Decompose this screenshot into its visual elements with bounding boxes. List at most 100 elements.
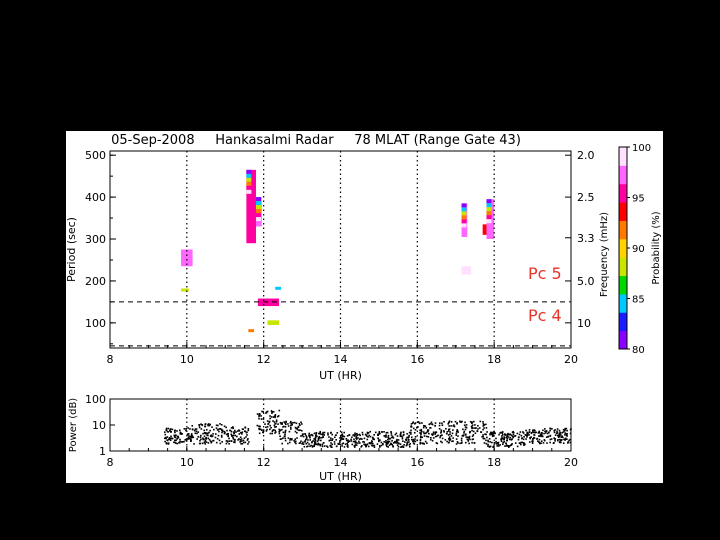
power-point [226,429,228,432]
power-point [224,431,226,434]
power-point [246,439,249,441]
power-point [334,434,337,437]
power-point [434,431,437,434]
power-point [333,443,336,445]
power-point [392,442,395,444]
power-point [431,439,434,442]
power-point [236,430,239,432]
power-point [486,436,488,439]
colorbar-swatch [619,330,627,350]
power-point [346,435,349,437]
power-point [352,440,355,443]
power-point [200,438,202,441]
power-point [192,436,195,439]
power-point [466,438,469,441]
power-point [185,429,187,432]
power-point [185,440,188,442]
power-point [291,423,294,426]
power-point [330,431,332,434]
power-point [353,446,356,448]
power-point [435,435,438,438]
colorbar-tick-label: 85 [632,295,645,306]
power-point [443,429,445,432]
power-point [399,435,402,438]
power-point [569,438,571,441]
band-label: Pc 5 [528,264,562,283]
power-point [448,420,451,423]
power-point [445,427,447,430]
power-point [346,442,348,445]
power-point [440,430,443,433]
power-point [561,431,563,434]
power-point [388,437,390,440]
power-point [199,439,201,442]
power-point [448,430,450,432]
power-point [441,422,443,425]
power-point [558,435,561,438]
radar-chart: 05-Sep-2008 Hankasalmi Radar 78 MLAT (Ra… [65,133,662,483]
power-point [240,438,243,440]
power-point [287,423,289,425]
power-point [310,444,312,447]
power-point [439,434,442,437]
power-point [239,436,242,439]
power-point [414,422,417,424]
power-point [271,411,274,413]
x-tick-label: 12 [257,456,271,469]
power-point [205,441,208,443]
power-point [315,432,318,434]
power-point [370,442,372,445]
power-point [343,431,345,434]
power-point [190,433,193,435]
power-point [285,420,287,423]
power-point [408,441,410,443]
power-point [549,441,551,444]
power-point [488,446,491,448]
power-point [266,428,268,431]
power-point [497,441,500,444]
power-point [463,424,466,427]
power-point [282,437,284,439]
power-point [420,428,423,431]
power-point [385,445,388,448]
power-point [380,441,383,444]
power-point [500,438,502,441]
power-point [563,438,565,441]
power-point [412,442,415,444]
power-point [262,431,265,434]
power-point [359,434,362,437]
power-point [491,441,493,444]
power-point [427,435,430,438]
power-point [347,446,349,448]
y-tick-label: 200 [85,275,106,288]
power-point [482,422,485,425]
power-point [423,443,426,445]
power-point [234,429,236,432]
power-point [205,428,208,431]
power-point [207,442,210,444]
power-point [299,424,301,427]
power-point [502,441,505,444]
power-point [387,436,389,439]
power-point [211,435,214,437]
power-point [343,446,346,448]
power-point [197,436,200,438]
power-point [321,445,324,448]
power-point [561,435,564,438]
power-point [328,436,330,438]
power-point [329,437,332,440]
spectral-edge-cell [486,219,492,224]
power-point [522,432,525,434]
power-point [331,438,334,440]
power-point [564,434,566,436]
power-point [293,439,295,442]
power-point [557,436,560,439]
power-point [314,439,317,442]
power-point [520,443,522,446]
power-point [409,445,411,448]
power-point [359,437,362,440]
power-point [544,428,546,430]
y-axis-label: Power (dB) [68,398,79,453]
power-point [399,432,402,435]
power-point [240,443,242,445]
